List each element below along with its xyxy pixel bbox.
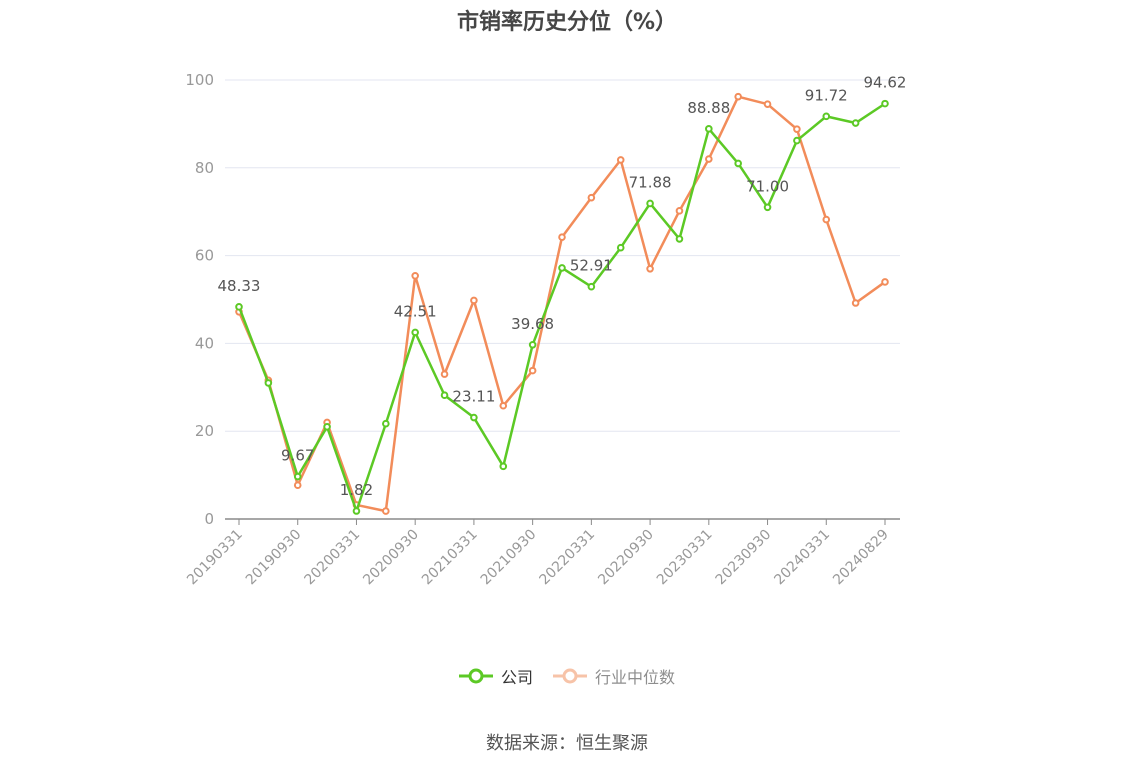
y-tick-label: 40 bbox=[195, 334, 214, 352]
data-point bbox=[734, 92, 742, 101]
x-tick-label: 20190930 bbox=[243, 527, 305, 589]
x-tick-label: 20240829 bbox=[830, 527, 892, 589]
data-label: 52.91 bbox=[570, 257, 613, 275]
data-point bbox=[734, 159, 742, 168]
data-point bbox=[822, 112, 831, 121]
legend-item-company[interactable]: 公司 bbox=[458, 664, 533, 688]
data-point bbox=[881, 278, 889, 286]
data-point bbox=[763, 203, 772, 212]
legend-industry-icon bbox=[553, 668, 587, 684]
data-point bbox=[440, 391, 449, 400]
data-point bbox=[763, 100, 772, 108]
data-point bbox=[528, 366, 537, 375]
data-point bbox=[382, 507, 390, 515]
y-tick-label: 80 bbox=[195, 159, 214, 177]
data-point bbox=[705, 125, 713, 133]
data-source: 数据来源：恒生聚源 bbox=[486, 733, 648, 754]
chart-title: 市销率历史分位（%） bbox=[456, 10, 678, 35]
data-point bbox=[675, 207, 684, 215]
data-label: 9.67 bbox=[281, 447, 314, 465]
data-point bbox=[587, 193, 596, 202]
data-point bbox=[558, 264, 566, 272]
data-point bbox=[352, 507, 361, 515]
y-tick-label: 60 bbox=[195, 247, 214, 265]
data-point bbox=[646, 199, 654, 208]
data-point bbox=[822, 215, 831, 224]
data-point bbox=[323, 423, 331, 431]
data-label: 48.33 bbox=[218, 277, 261, 295]
data-point bbox=[235, 303, 243, 311]
data-label: 91.72 bbox=[805, 86, 848, 104]
data-point bbox=[499, 462, 508, 471]
legend-company-icon bbox=[458, 668, 493, 684]
data-label: 23.11 bbox=[452, 388, 495, 406]
x-tick-label: 20190331 bbox=[184, 527, 246, 589]
data-point bbox=[293, 481, 302, 489]
data-point bbox=[705, 155, 713, 163]
legend-item-industry[interactable]: 行业中位数 bbox=[553, 664, 675, 688]
data-point bbox=[382, 419, 390, 428]
data-point bbox=[675, 235, 684, 243]
data-labels: 48.33 9.67 1.82 42.51 23.11 39.68 52.91 71.88 88… bbox=[218, 74, 907, 499]
y-tick-label: 0 bbox=[204, 510, 214, 528]
series-layer bbox=[235, 92, 889, 515]
data-point bbox=[411, 271, 419, 280]
x-tick-label: 20200331 bbox=[302, 527, 364, 589]
data-point bbox=[499, 401, 508, 410]
x-tick-label: 20210331 bbox=[419, 527, 481, 589]
data-label: 39.68 bbox=[511, 315, 554, 333]
y-tick-label: 20 bbox=[195, 422, 214, 440]
series-line bbox=[237, 102, 886, 513]
data-label: 1.82 bbox=[340, 481, 373, 499]
data-label: 71.88 bbox=[629, 173, 672, 191]
data-point bbox=[616, 156, 625, 164]
x-axis: 2019033120190930202003312020093020210331… bbox=[184, 518, 900, 589]
data-point bbox=[411, 328, 419, 337]
x-tick-label: 20230930 bbox=[713, 527, 775, 589]
x-tick-label: 20240331 bbox=[771, 527, 833, 589]
data-label: 71.00 bbox=[746, 177, 789, 195]
x-tick-label: 20230331 bbox=[654, 527, 716, 589]
grid-lines bbox=[225, 79, 900, 432]
series-company bbox=[235, 99, 889, 515]
data-label: 94.62 bbox=[864, 74, 907, 92]
data-point bbox=[264, 379, 273, 387]
data-label: 42.51 bbox=[394, 302, 437, 320]
data-point bbox=[587, 282, 596, 291]
y-tick-label: 100 bbox=[185, 71, 214, 89]
data-point bbox=[881, 99, 889, 108]
x-tick-label: 20220331 bbox=[536, 527, 598, 589]
x-tick-label: 20220930 bbox=[595, 527, 657, 589]
x-tick-label: 20210930 bbox=[478, 527, 540, 589]
data-point bbox=[470, 413, 478, 422]
data-point bbox=[793, 125, 801, 133]
data-point bbox=[293, 472, 302, 481]
data-point bbox=[440, 370, 449, 378]
data-label: 88.88 bbox=[687, 99, 730, 117]
data-point bbox=[851, 119, 860, 127]
data-point bbox=[528, 341, 537, 349]
legend: 公司 行业中位数 bbox=[0, 664, 1134, 688]
y-axis: 0 20 40 60 80 100 bbox=[185, 71, 214, 528]
data-point bbox=[646, 264, 654, 273]
data-point bbox=[616, 243, 625, 252]
data-point bbox=[470, 296, 478, 305]
legend-company-label: 公司 bbox=[500, 668, 533, 687]
data-point bbox=[851, 299, 860, 307]
legend-industry-label: 行业中位数 bbox=[595, 668, 676, 687]
data-point bbox=[793, 136, 801, 145]
x-tick-label: 20200930 bbox=[360, 527, 422, 589]
data-point bbox=[558, 233, 566, 241]
